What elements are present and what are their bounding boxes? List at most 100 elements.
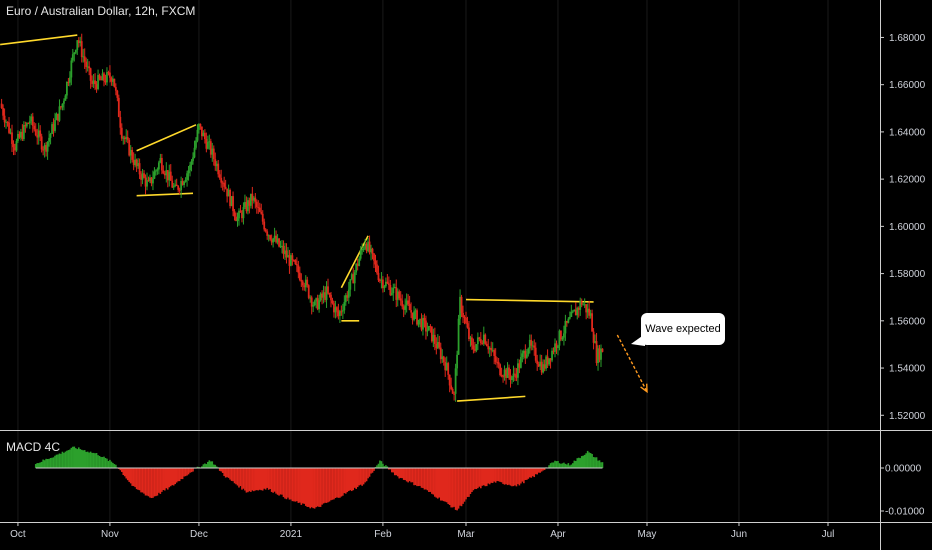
candle-body <box>536 360 539 365</box>
macd-bar <box>597 460 599 468</box>
macd-bar <box>591 453 593 468</box>
candle <box>227 184 230 197</box>
candle <box>540 354 543 375</box>
candle <box>428 325 430 331</box>
macd-bar <box>184 468 187 477</box>
macd-bar <box>539 468 541 473</box>
time-tick-label: Mar <box>457 529 475 540</box>
candle-body <box>8 122 10 133</box>
price-tick-label: 1.68000 <box>889 33 926 44</box>
candle <box>30 113 33 125</box>
candle <box>570 304 573 318</box>
candle <box>236 212 239 227</box>
candle-body <box>386 281 389 284</box>
macd-bar <box>263 468 266 489</box>
candle-body <box>313 301 316 306</box>
candle <box>34 123 37 137</box>
macd-bar <box>570 464 573 468</box>
candle-body <box>563 333 565 338</box>
candle-body <box>83 56 86 62</box>
candle <box>28 115 31 129</box>
macd-bar <box>352 468 355 491</box>
candle <box>438 335 441 350</box>
macd-bar <box>113 464 116 468</box>
macd-bar <box>296 468 298 502</box>
candle-body <box>295 263 298 266</box>
macd-bar <box>135 468 138 490</box>
candle-body <box>196 129 199 141</box>
candle <box>396 288 399 307</box>
candle <box>85 57 88 73</box>
candle <box>71 48 74 63</box>
candle <box>178 187 181 195</box>
candle-body <box>557 345 559 349</box>
candle-body <box>436 342 439 349</box>
candle-body <box>376 264 378 273</box>
candle-body <box>466 323 469 328</box>
candle-body <box>61 103 64 108</box>
candle <box>534 342 537 363</box>
candle <box>114 83 117 96</box>
candle <box>456 350 458 376</box>
macd-bar <box>515 468 518 487</box>
candle <box>189 161 191 177</box>
annotation-callout[interactable]: Wave expected <box>641 313 725 345</box>
candle-body <box>2 107 4 116</box>
macd-bar <box>36 463 39 468</box>
macd-bar <box>112 462 114 468</box>
candle <box>475 344 478 353</box>
candle-body <box>165 170 168 176</box>
macd-bar <box>395 468 398 476</box>
candle-body <box>404 305 407 310</box>
macd-bar <box>527 468 530 479</box>
candle-body <box>180 181 183 191</box>
macd-bar <box>288 468 291 500</box>
macd-bar <box>196 466 199 468</box>
candle <box>107 70 110 76</box>
macd-bar <box>106 458 108 468</box>
candle-body <box>269 235 272 240</box>
candle <box>209 138 212 158</box>
candle <box>116 89 119 102</box>
candle-body <box>396 291 399 300</box>
macd-bar <box>293 468 295 502</box>
candle-body <box>48 137 50 142</box>
macd-bar <box>141 468 144 493</box>
candle-body <box>181 181 184 185</box>
candle <box>106 67 108 86</box>
macd-bar <box>321 468 323 505</box>
candle-body <box>322 292 325 298</box>
macd-bar <box>359 468 362 485</box>
candle-body <box>318 300 321 310</box>
candle <box>195 137 197 150</box>
macd-bar <box>548 465 550 468</box>
candle <box>361 243 364 255</box>
macd-bar <box>453 468 455 507</box>
candle <box>376 260 378 275</box>
macd-bar <box>258 468 261 490</box>
candle-body <box>36 135 39 138</box>
candle-body <box>233 211 236 217</box>
price-grid <box>17 0 829 522</box>
candle <box>229 188 231 209</box>
candle-body <box>92 80 95 84</box>
macd-bar <box>285 468 288 500</box>
macd-bar <box>358 468 360 486</box>
macd-bar <box>402 468 405 480</box>
candle <box>89 67 92 89</box>
candle <box>282 240 285 259</box>
macd-bar <box>362 468 365 485</box>
candle-body <box>74 49 77 53</box>
candle <box>24 121 27 133</box>
candle <box>321 290 323 305</box>
candle-body <box>43 145 46 150</box>
macd-bar <box>264 468 267 490</box>
candle-body <box>229 189 231 207</box>
macd-bar <box>51 457 53 468</box>
macd-bar <box>146 468 148 496</box>
macd-bar <box>429 468 432 492</box>
price-tick-label: 1.62000 <box>889 175 926 186</box>
candle-body <box>117 97 120 117</box>
candle <box>334 300 337 319</box>
